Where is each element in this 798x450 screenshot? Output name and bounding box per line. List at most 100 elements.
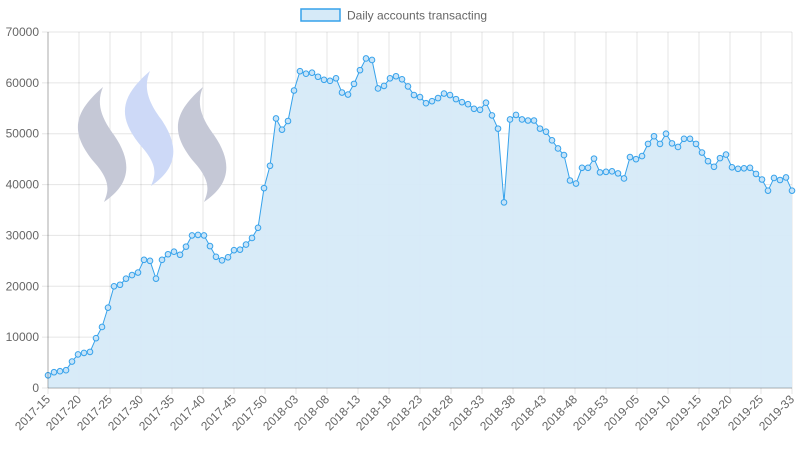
data-point	[608, 168, 616, 175]
data-point	[44, 371, 52, 379]
data-point	[428, 97, 436, 105]
data-point	[98, 323, 106, 331]
data-point	[62, 366, 70, 374]
data-point	[500, 199, 508, 206]
data-point	[734, 165, 742, 173]
data-point	[122, 275, 130, 282]
steem-logo-stroke	[77, 87, 127, 202]
data-point	[590, 155, 598, 162]
data-point	[68, 358, 76, 365]
data-point	[662, 130, 670, 138]
data-point	[80, 349, 88, 357]
data-point	[314, 73, 322, 81]
data-point	[524, 117, 532, 124]
data-point	[104, 304, 112, 311]
data-point	[758, 176, 766, 183]
data-point	[308, 69, 316, 76]
data-point	[374, 85, 382, 92]
data-point	[482, 99, 490, 106]
y-tick-label: 40000	[6, 178, 40, 192]
data-point	[560, 151, 568, 159]
data-point	[626, 153, 634, 161]
data-point	[554, 145, 562, 152]
data-point	[716, 154, 724, 162]
y-tick-label: 0	[32, 381, 39, 395]
data-point	[110, 282, 118, 290]
data-point	[224, 253, 232, 261]
data-point	[440, 90, 448, 97]
data-point	[470, 105, 478, 113]
y-tick-label: 30000	[6, 228, 40, 242]
data-point	[416, 93, 424, 101]
data-point	[422, 99, 430, 107]
data-point	[566, 177, 574, 184]
data-point	[386, 74, 394, 82]
data-point	[746, 164, 754, 172]
y-tick-label: 50000	[6, 127, 40, 141]
data-point	[368, 56, 376, 64]
legend-label[interactable]: Daily accounts transacting	[347, 9, 487, 23]
data-point	[668, 140, 676, 147]
data-point	[650, 132, 658, 140]
legend[interactable]: Daily accounts transacting	[300, 8, 487, 23]
data-point	[362, 55, 370, 62]
data-point	[446, 91, 454, 99]
data-point	[158, 256, 166, 264]
data-point	[644, 140, 652, 148]
data-point	[326, 77, 334, 85]
data-point	[242, 241, 250, 248]
data-point	[578, 164, 586, 172]
series-points	[44, 55, 796, 379]
data-point	[248, 234, 256, 242]
data-point	[686, 135, 694, 143]
x-tick-label: 2019-33	[756, 392, 797, 433]
data-point	[182, 243, 190, 250]
data-point	[740, 165, 748, 172]
data-point	[728, 163, 736, 171]
data-point	[332, 74, 340, 82]
data-point	[452, 95, 460, 103]
data-point	[776, 176, 784, 184]
data-point	[194, 231, 202, 239]
data-point	[164, 250, 172, 258]
data-point	[704, 157, 712, 165]
data-point	[284, 117, 292, 125]
steem-logo-stroke	[124, 71, 174, 186]
data-point	[620, 175, 628, 182]
data-point	[770, 174, 778, 182]
data-point	[134, 269, 142, 276]
y-tick-label: 20000	[6, 279, 40, 293]
data-point	[632, 155, 640, 163]
data-point	[356, 66, 364, 74]
legend-swatch[interactable]	[300, 8, 341, 22]
data-point	[404, 83, 412, 90]
data-point	[206, 242, 214, 250]
data-point	[458, 98, 466, 106]
data-point	[788, 187, 796, 194]
data-point	[302, 70, 310, 77]
data-point	[86, 348, 94, 356]
data-point	[320, 76, 328, 84]
data-point	[170, 248, 178, 255]
data-point	[494, 125, 502, 132]
data-point	[218, 257, 226, 264]
data-point	[278, 126, 286, 133]
data-point	[230, 246, 238, 254]
data-point	[92, 334, 100, 342]
data-point	[602, 168, 610, 176]
data-point	[488, 112, 496, 119]
data-point	[530, 117, 538, 124]
data-point	[782, 174, 790, 181]
data-point	[344, 91, 352, 98]
data-point	[188, 232, 196, 239]
data-point	[512, 111, 520, 119]
data-point	[212, 253, 220, 261]
data-point	[764, 187, 772, 194]
data-point	[398, 76, 406, 83]
data-point	[56, 367, 64, 375]
data-point	[338, 89, 346, 96]
data-point	[236, 246, 244, 253]
data-point	[536, 125, 544, 132]
data-point	[254, 224, 262, 232]
